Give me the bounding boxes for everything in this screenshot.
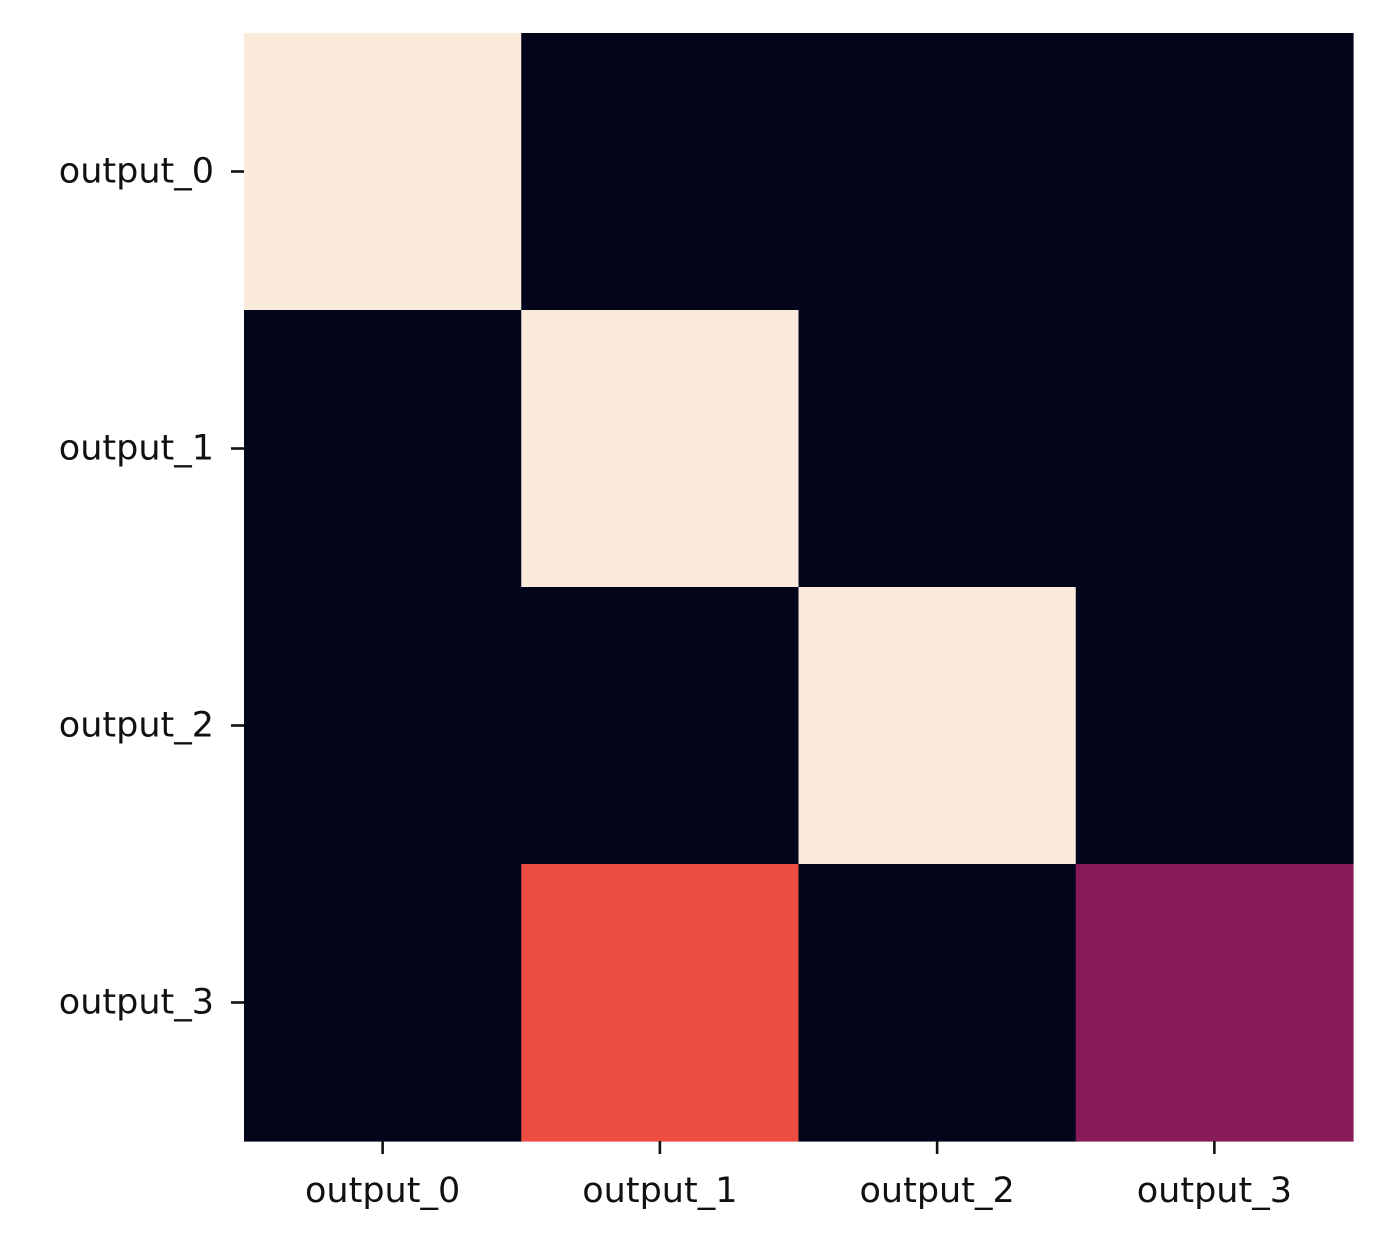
heatmap-cell-0-3 bbox=[1075, 33, 1354, 311]
y-tick-label: output_1 bbox=[59, 429, 214, 469]
heatmap-cell-3-2 bbox=[798, 864, 1077, 1142]
y-tick-label: output_0 bbox=[59, 152, 214, 192]
heatmap-cell-2-2 bbox=[798, 587, 1077, 865]
x-tick-label: output_3 bbox=[1137, 1171, 1292, 1211]
heatmap-cell-2-1 bbox=[521, 587, 800, 865]
y-tick-label: output_3 bbox=[59, 983, 214, 1023]
heatmap-cell-1-1 bbox=[521, 310, 800, 588]
heatmap-cell-1-3 bbox=[1075, 310, 1354, 588]
heatmap-cell-3-1 bbox=[521, 864, 800, 1142]
x-tick-label: output_1 bbox=[582, 1171, 737, 1211]
y-tick-label: output_2 bbox=[59, 706, 214, 746]
heatmap-cell-2-3 bbox=[1075, 587, 1354, 865]
heatmap-cell-3-3 bbox=[1075, 864, 1354, 1142]
x-tick-label: output_0 bbox=[305, 1171, 460, 1211]
heatmap-cell-1-0 bbox=[244, 310, 522, 588]
x-axis: output_0 output_1 output_2 output_3 bbox=[305, 1141, 1292, 1211]
y-axis: output_0 output_1 output_2 output_3 bbox=[59, 152, 244, 1023]
x-tick-label: output_2 bbox=[860, 1171, 1015, 1211]
heatmap-cell-0-2 bbox=[798, 33, 1077, 311]
heatmap-cell-0-1 bbox=[521, 33, 800, 311]
heatmap-cell-0-0 bbox=[244, 33, 522, 311]
heatmap-cell-1-2 bbox=[798, 310, 1077, 588]
heatmap-cells bbox=[244, 33, 1354, 1142]
heatmap-cell-2-0 bbox=[244, 587, 522, 865]
heatmap-cell-3-0 bbox=[244, 864, 522, 1142]
